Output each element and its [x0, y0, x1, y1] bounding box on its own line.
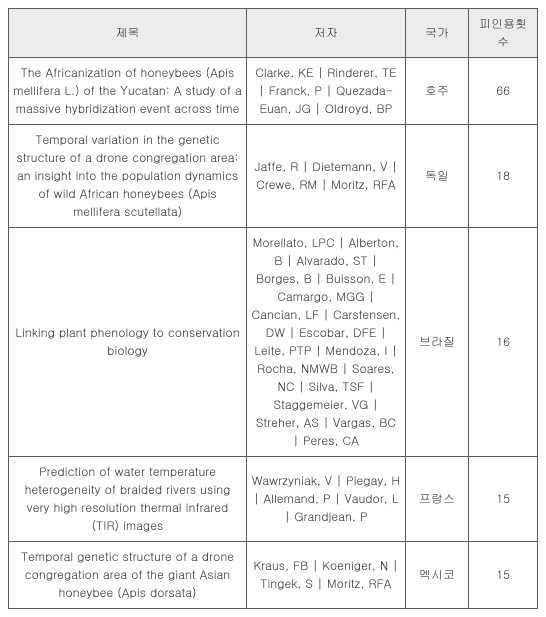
cell-author: Jaffe, R | Dietemann, V | Crewe, RM | Mo…	[247, 125, 406, 228]
cell-title: Temporal variation in the genetic struct…	[9, 125, 247, 228]
cell-cited: 66	[469, 58, 538, 125]
cell-author: Wawrzyniak, V | Piegay, H | Allemand, P …	[247, 457, 406, 542]
cell-country: 멕시코	[405, 542, 468, 609]
cell-title: Linking plant phenology to conservation …	[9, 228, 247, 457]
cell-country: 브라질	[405, 228, 468, 457]
cell-country: 호주	[405, 58, 468, 125]
cell-cited: 15	[469, 542, 538, 609]
cell-title: Temporal genetic structure of a drone co…	[9, 542, 247, 609]
cell-country: 독일	[405, 125, 468, 228]
table-row: Temporal variation in the genetic struct…	[9, 125, 538, 228]
header-country: 국가	[405, 9, 468, 58]
cell-country: 프랑스	[405, 457, 468, 542]
table-row: Linking plant phenology to conservation …	[9, 228, 538, 457]
cell-author: Kraus, FB | Koeniger, N | Tingek, S | Mo…	[247, 542, 406, 609]
cell-author: Morellato, LPC | Alberton, B | Alvarado,…	[247, 228, 406, 457]
cell-author: Clarke, KE | Rinderer, TE | Franck, P | …	[247, 58, 406, 125]
header-cited: 피인용횟수	[469, 9, 538, 58]
header-title: 제목	[9, 9, 247, 58]
cell-title: The Africanization of honeybees (Apis me…	[9, 58, 247, 125]
cell-cited: 16	[469, 228, 538, 457]
table-header-row: 제목 저자 국가 피인용횟수	[9, 9, 538, 58]
header-author: 저자	[247, 9, 406, 58]
table-row: Temporal genetic structure of a drone co…	[9, 542, 538, 609]
cell-title: Prediction of water temperature heteroge…	[9, 457, 247, 542]
cell-cited: 15	[469, 457, 538, 542]
publications-table: 제목 저자 국가 피인용횟수 The Africanization of hon…	[8, 8, 538, 609]
table-body: The Africanization of honeybees (Apis me…	[9, 58, 538, 609]
table-row: Prediction of water temperature heteroge…	[9, 457, 538, 542]
table-row: The Africanization of honeybees (Apis me…	[9, 58, 538, 125]
cell-cited: 18	[469, 125, 538, 228]
